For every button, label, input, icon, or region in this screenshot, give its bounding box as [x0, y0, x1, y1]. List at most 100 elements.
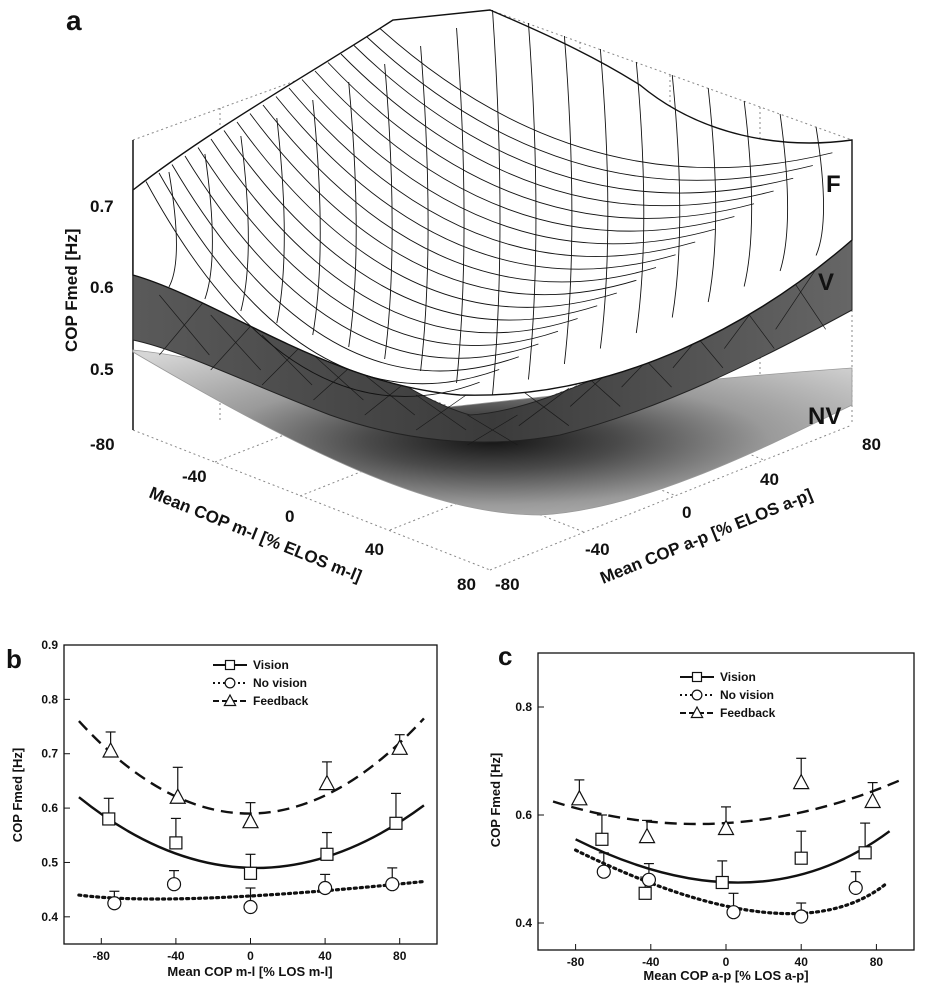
- y-tick-label: 0.6: [41, 801, 58, 815]
- panel-c-y-title: COP Fmed [Hz]: [488, 753, 503, 847]
- x-tick-label: -40: [182, 467, 207, 486]
- x-tick-label: 0: [723, 955, 730, 969]
- y-axis-ticks: -80 -40 0 40 80: [495, 435, 881, 594]
- data-point-no-vision: [794, 909, 809, 924]
- x-tick-label: 80: [457, 575, 476, 594]
- f-mesh-line: [145, 181, 480, 397]
- y-tick-label: -80: [495, 575, 520, 594]
- f-mesh-line: [275, 96, 676, 270]
- x-tick-label: 80: [393, 949, 407, 963]
- panel-b-x-title: Mean COP m-l [% LOS m-l]: [167, 964, 332, 979]
- data-point-feedback: [102, 741, 120, 758]
- f-mesh-line: [379, 28, 833, 169]
- f-mesh-line: [314, 70, 735, 232]
- f-mesh-line: [353, 45, 794, 194]
- f-mesh-line: [276, 117, 285, 324]
- x-tick-label: 40: [318, 949, 332, 963]
- f-mesh-line: [327, 62, 755, 219]
- fit-line-no-vision: [77, 879, 426, 901]
- data-point-feedback: [391, 739, 409, 755]
- v-mesh-line: [415, 394, 467, 431]
- y-tick-label: 0.5: [41, 855, 58, 869]
- f-mesh-line: [262, 104, 657, 283]
- panel-b-ml-chart: b -80 -40 0 40 80 0.4 0.5 0.6 0.7 0.8 0.9 Vision No…: [6, 638, 438, 979]
- f-mesh-line: [420, 45, 429, 372]
- z-axis-ticks: 0.7 0.6 0.5: [90, 197, 114, 379]
- panel-c-letter: c: [498, 641, 512, 671]
- legend-label-feedback: Feedback: [253, 694, 309, 708]
- f-mesh-line: [492, 9, 501, 396]
- x-tick-label: -40: [642, 955, 660, 969]
- data-point-feedback: [241, 812, 260, 829]
- fit-line-feedback: [78, 717, 425, 815]
- f-mesh-line: [671, 74, 681, 318]
- f-mesh-line: [168, 171, 177, 288]
- data-point-feedback: [169, 787, 187, 804]
- panel-c-x-title: Mean COP a-p [% LOS a-p]: [643, 968, 808, 983]
- f-mesh-line: [223, 130, 598, 321]
- f-mesh-line: [707, 87, 717, 303]
- legend-label-feedback: Feedback: [720, 706, 776, 720]
- data-point-no-vision: [318, 880, 333, 896]
- panel-a-letter: a: [66, 5, 82, 36]
- y-tick-label: 0.9: [41, 638, 58, 652]
- z-tick-label: 0.6: [90, 278, 114, 297]
- f-mesh-line: [340, 53, 774, 207]
- f-mesh-line: [456, 27, 465, 384]
- y-tick-label: 80: [862, 435, 881, 454]
- panel-b-axes: -80 -40 0 40 80 0.4 0.5 0.6 0.7 0.8 0.9: [41, 638, 406, 963]
- data-point-feedback: [638, 827, 656, 844]
- x-tick-label: 80: [870, 955, 884, 969]
- surface-label-nv: NV: [808, 403, 841, 430]
- legend-label-vision: Vision: [720, 670, 756, 684]
- f-mesh-line: [815, 126, 824, 256]
- panel-b-plot-area: [77, 717, 426, 915]
- panel-b-letter: b: [6, 644, 22, 674]
- data-point-vision: [102, 812, 116, 826]
- x-tick-label: 40: [365, 540, 384, 559]
- data-point-no-vision: [107, 896, 122, 911]
- data-point-vision: [638, 886, 652, 900]
- f-mesh-line: [236, 121, 617, 308]
- data-point-vision: [389, 816, 403, 830]
- x-axis-title: Mean COP m-l [% ELOS m-l]: [147, 483, 365, 586]
- surface-label-v: V: [818, 269, 834, 296]
- panel-b-legend: Vision No vision Feedback: [213, 658, 309, 708]
- f-mesh-line: [158, 172, 500, 385]
- surface-label-f: F: [826, 171, 841, 198]
- y-tick-label: 40: [760, 470, 779, 489]
- f-mesh-line: [528, 22, 537, 380]
- f-mesh-line: [171, 164, 519, 372]
- y-tick-label: 0.6: [515, 808, 532, 822]
- f-mesh-line: [312, 99, 321, 336]
- data-point-vision: [858, 846, 872, 860]
- fit-line-feedback: [552, 778, 902, 826]
- f-mesh-line: [184, 155, 539, 359]
- x-tick-label: 40: [795, 955, 809, 969]
- f-mesh-line: [204, 153, 213, 300]
- surface-f: [132, 9, 853, 396]
- panel-c-legend: Vision No vision Feedback: [680, 670, 776, 720]
- f-mesh-line: [210, 138, 578, 334]
- fit-line-vision: [575, 830, 891, 884]
- x-tick-label: -40: [167, 949, 185, 963]
- fit-line-vision: [78, 796, 425, 870]
- legend-label-vision: Vision: [253, 658, 289, 672]
- v-mesh-line: [467, 414, 518, 446]
- f-mesh-line: [197, 147, 559, 346]
- y-axis-title: Mean COP a-p [% ELOS a-p]: [597, 485, 815, 588]
- panel-b-y-title: COP Fmed [Hz]: [10, 748, 25, 842]
- panel-c-plot-area: [552, 757, 902, 924]
- f-mesh-line: [384, 63, 393, 360]
- y-tick-label: 0.4: [41, 910, 58, 924]
- data-point-vision: [169, 836, 183, 850]
- data-point-feedback: [864, 792, 882, 809]
- x-tick-label: 0: [247, 949, 254, 963]
- data-point-vision: [715, 875, 729, 890]
- data-point-no-vision: [596, 864, 611, 879]
- data-point-no-vision: [848, 880, 863, 896]
- data-point-no-vision: [385, 877, 400, 892]
- data-point-vision: [595, 832, 609, 846]
- x-tick-label: -80: [567, 955, 585, 969]
